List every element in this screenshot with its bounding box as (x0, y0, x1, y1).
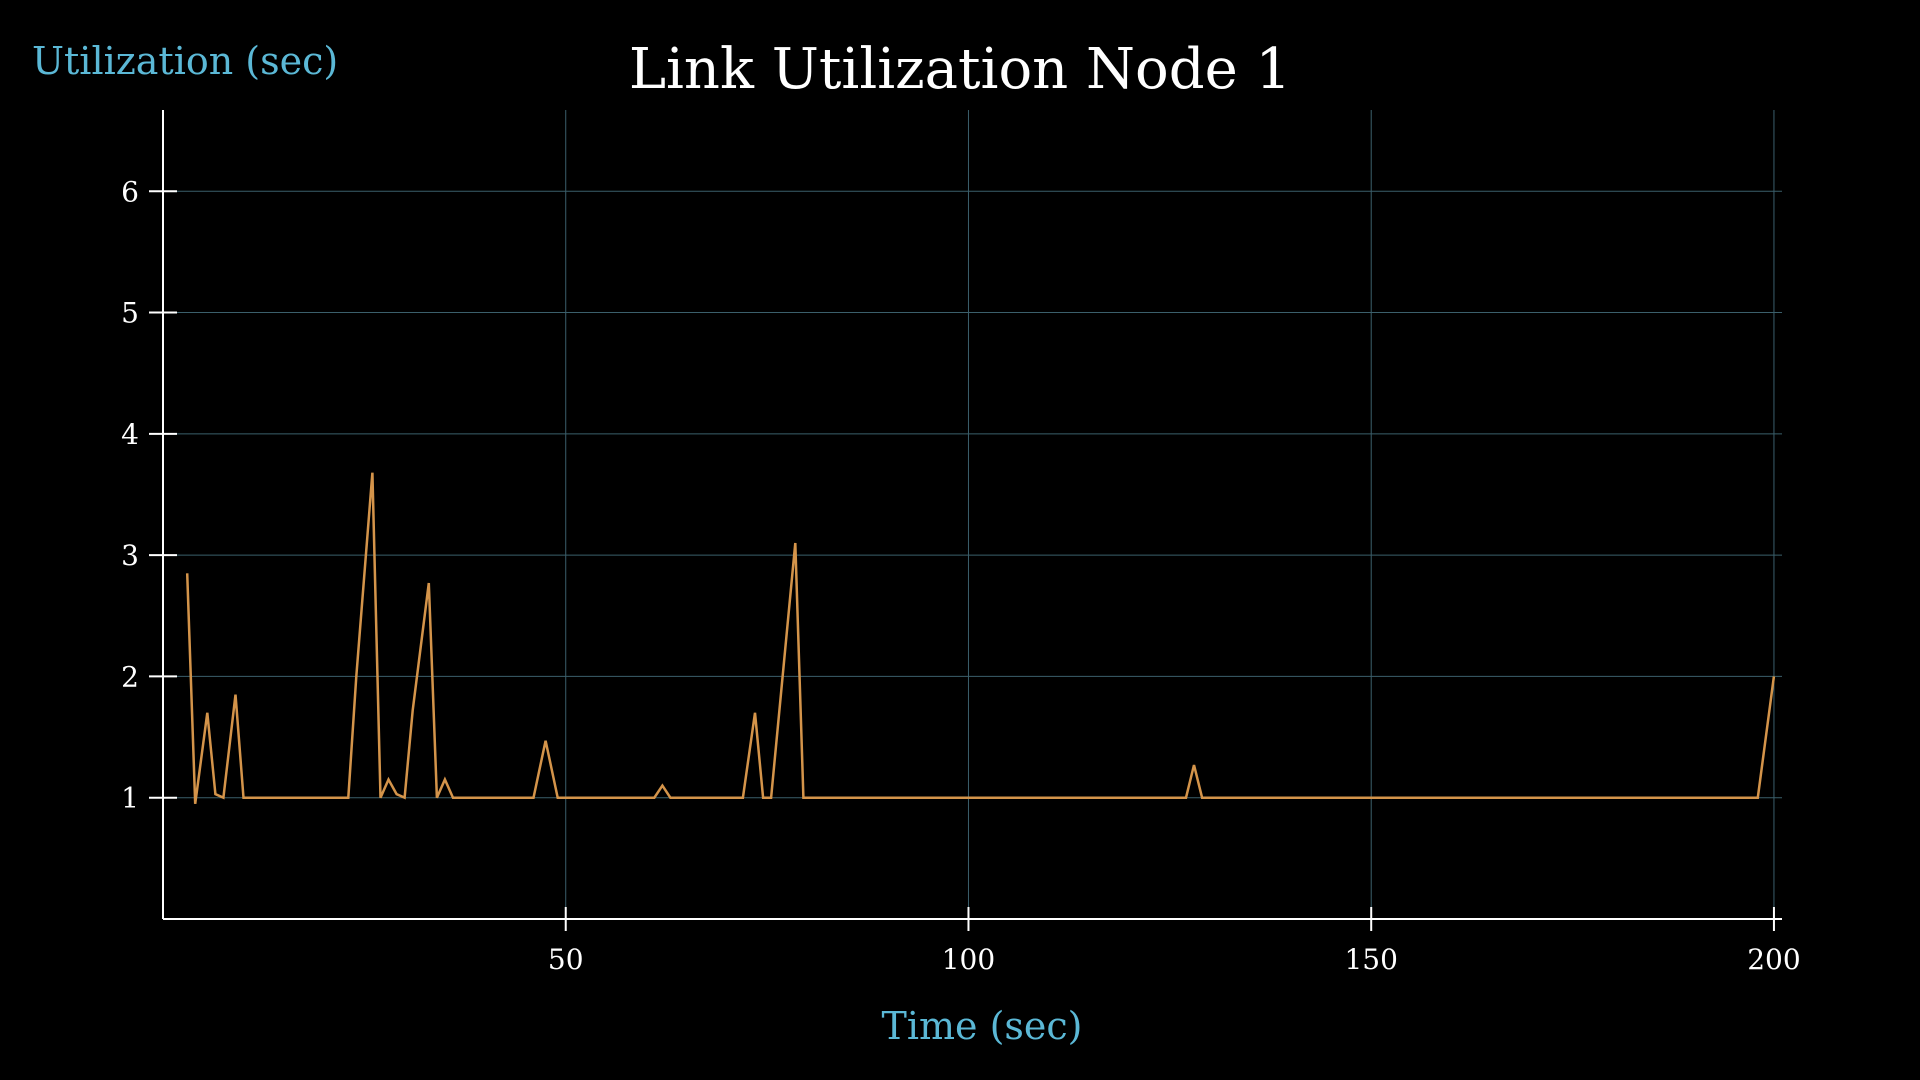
grid (163, 110, 1782, 919)
y-tick-label: 3 (121, 539, 139, 572)
axes (162, 110, 1782, 920)
y-tick-label: 5 (121, 297, 139, 330)
y-tick-label: 4 (121, 418, 139, 451)
y-axis-label: Utilization (sec) (32, 39, 338, 83)
chart-title: Link Utilization Node 1 (629, 37, 1291, 102)
x-axis-label: Time (sec) (881, 1004, 1082, 1048)
y-tick-label: 6 (121, 175, 139, 208)
x-tick-label: 200 (1747, 943, 1800, 976)
x-tick-label: 100 (942, 943, 995, 976)
x-tick-label: 50 (548, 943, 584, 976)
y-tick-label: 1 (121, 782, 139, 815)
series-line (185, 472, 1776, 804)
x-tick-label: 150 (1344, 943, 1397, 976)
ticks: 50 100 150 200 1 2 3 4 5 6 (121, 175, 1801, 976)
series (185, 472, 1776, 804)
y-tick-label: 2 (121, 660, 139, 693)
